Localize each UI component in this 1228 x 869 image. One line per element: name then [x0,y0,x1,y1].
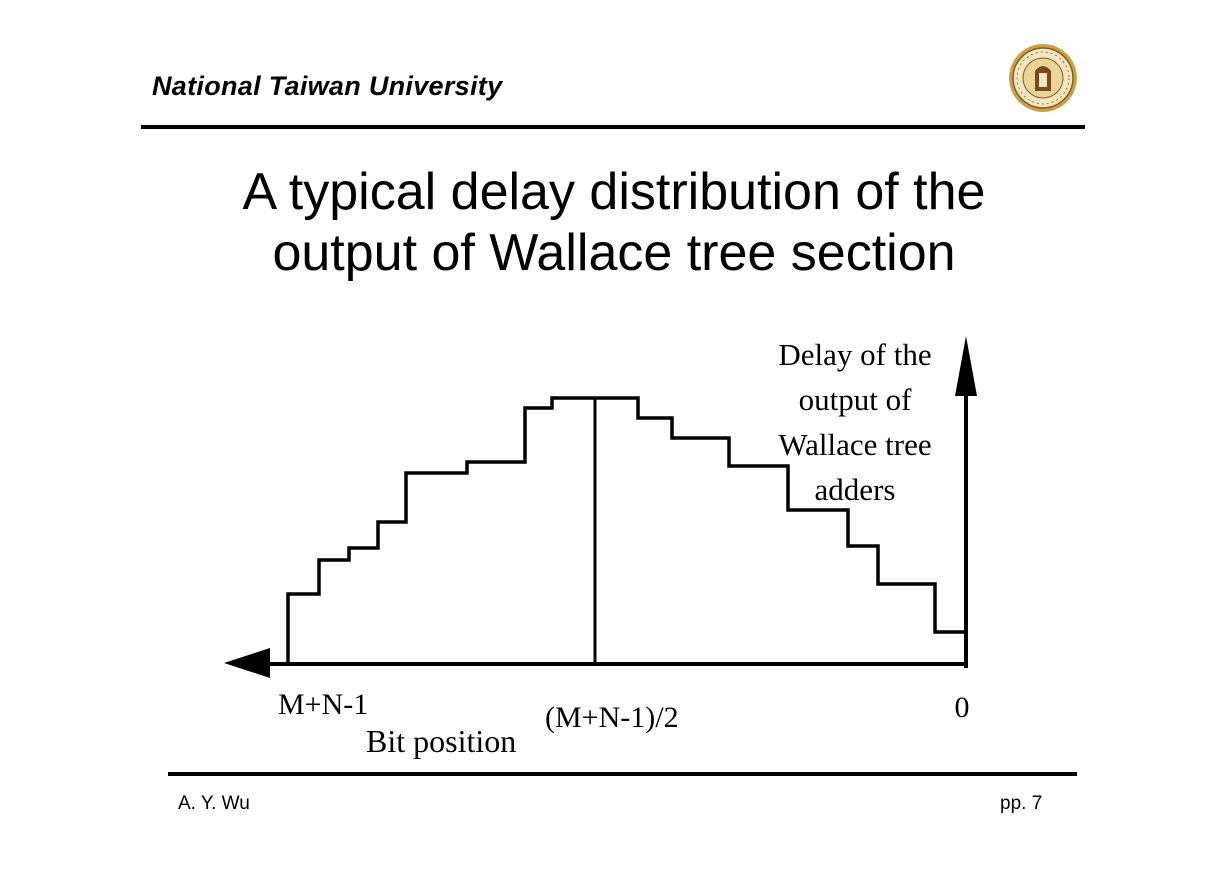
footer-divider [168,772,1077,776]
tick-label-middle: (M+N-1)/2 [545,701,679,734]
slide-title: A typical delay distribution of the outp… [114,162,1114,284]
university-seal-icon [1009,44,1077,112]
header-divider [141,125,1085,129]
y-axis-label-line-2: output of [799,382,912,417]
tick-label-msb: M+N-1 [278,688,368,721]
institution-name: National Taiwan University [152,71,503,101]
y-axis-arrow-icon [955,336,977,396]
x-axis-label: Bit position [366,723,516,759]
y-axis-label-line-4: adders [815,472,896,507]
page-number: pp. 7 [1000,793,1043,814]
tick-label-lsb: 0 [955,691,970,724]
slide-title-line-1: A typical delay distribution of the [242,163,986,221]
footer-author: A. Y. Wu [178,793,250,814]
delay-profile-curve [286,396,966,664]
y-axis-label-line-1: Delay of the [778,337,931,372]
y-axis-label-line-3: Wallace tree [778,427,931,462]
x-axis-arrow-icon [224,648,270,678]
slide-title-line-2: output of Wallace tree section [272,224,956,282]
